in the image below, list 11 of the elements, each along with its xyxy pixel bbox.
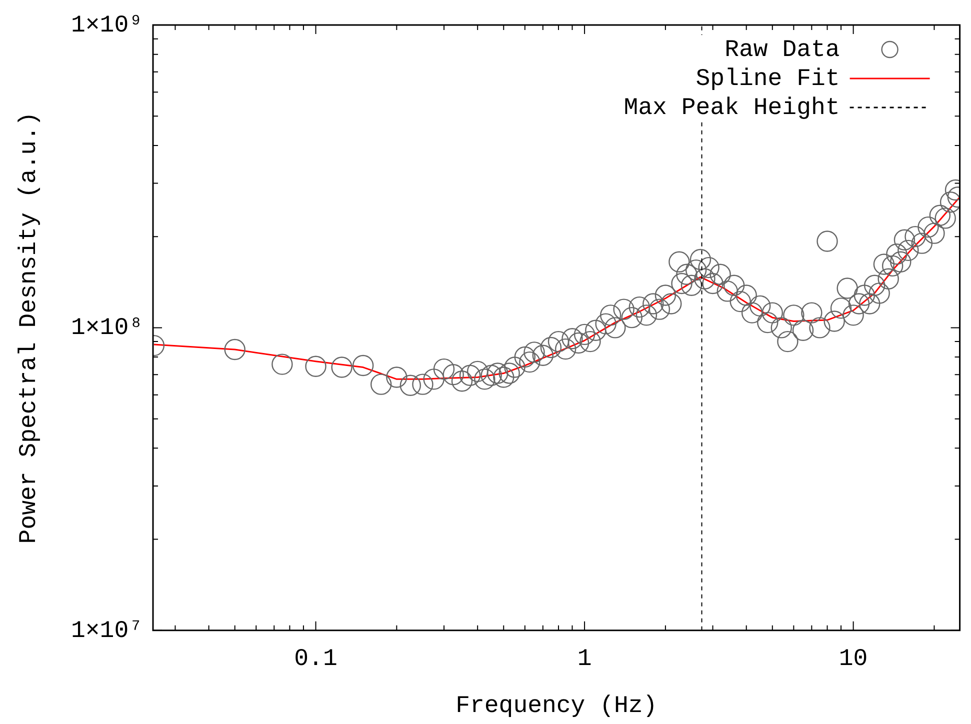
legend-label: Raw Data	[724, 36, 840, 64]
x-axis-title: Frequency (Hz)	[456, 692, 658, 720]
y-tick-label: 1×10⁸	[70, 315, 143, 342]
y-tick-label: 1×10⁹	[70, 12, 143, 40]
x-tick-label: 0.1	[294, 646, 338, 674]
y-axis-title: Power Spectral Desnsity (a.u.)	[16, 112, 43, 544]
ref-line-label: Max Peak Height	[624, 94, 840, 122]
x-tick-label: 1	[577, 646, 592, 674]
x-tick-label: 10	[838, 646, 868, 674]
y-tick-label: 1×10⁷	[70, 618, 143, 645]
legend-label: Spline Fit	[696, 66, 840, 93]
